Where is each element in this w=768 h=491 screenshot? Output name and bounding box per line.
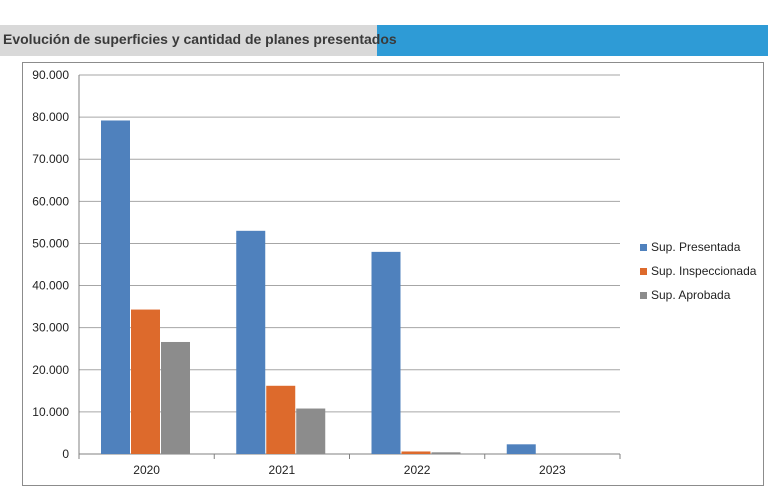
y-tick-label: 80.000 xyxy=(32,110,69,124)
bar-sup-presentada-2022 xyxy=(371,251,401,454)
title-panel xyxy=(0,25,377,56)
bar-sup-aprobada-2020 xyxy=(161,341,190,454)
x-category-label: 2023 xyxy=(539,463,566,477)
y-tick-label: 0 xyxy=(62,447,69,461)
legend-label: Sup. Inspeccionada xyxy=(651,264,757,278)
x-category-label: 2020 xyxy=(133,463,160,477)
y-tick-label: 30.000 xyxy=(32,321,69,335)
chart-title: Evolución de superficies y cantidad de p… xyxy=(3,31,397,47)
legend-swatch xyxy=(640,244,647,251)
legend-label: Sup. Presentada xyxy=(651,240,741,254)
x-category-label: 2021 xyxy=(269,463,296,477)
legend-label: Sup. Aprobada xyxy=(651,288,731,302)
title-accent-bar xyxy=(377,25,768,56)
y-tick-label: 90.000 xyxy=(32,68,69,82)
y-tick-label: 60.000 xyxy=(32,194,69,208)
bar-sup-aprobada-2022 xyxy=(431,452,461,454)
y-tick-label: 40.000 xyxy=(32,279,69,293)
bar-sup-presentada-2023 xyxy=(506,444,536,454)
legend-swatch xyxy=(640,292,647,299)
bar-sup-inspeccionada-2021 xyxy=(266,385,296,454)
bar-sup-presentada-2020 xyxy=(101,120,130,454)
y-tick-label: 70.000 xyxy=(32,152,69,166)
title-bar: Evolución de superficies y cantidad de p… xyxy=(0,25,768,56)
y-tick-label: 50.000 xyxy=(32,236,69,250)
bar-sup-inspeccionada-2022 xyxy=(401,451,431,454)
y-tick-label: 10.000 xyxy=(32,405,69,419)
bar-sup-presentada-2021 xyxy=(236,230,266,454)
x-category-label: 2022 xyxy=(404,463,431,477)
bar-sup-inspeccionada-2020 xyxy=(131,309,160,454)
bar-sup-aprobada-2021 xyxy=(296,408,326,454)
legend-swatch xyxy=(640,268,647,275)
y-tick-label: 20.000 xyxy=(32,363,69,377)
